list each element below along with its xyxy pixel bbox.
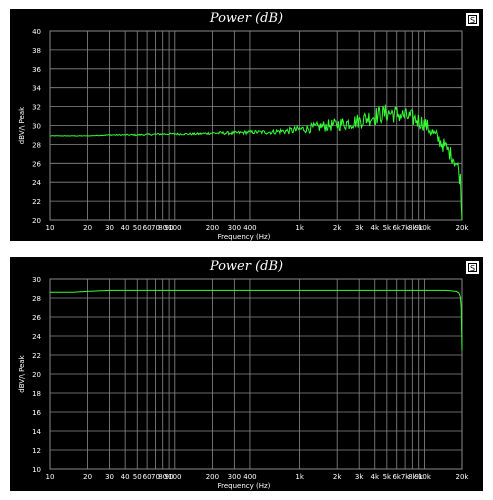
chart-2-y-tick-label: 30 [32, 276, 41, 284]
chart-2-y-tick-label: 18 [32, 390, 41, 398]
chart-1-x-tick-label: 2k [333, 224, 342, 232]
chart-2-x-axis-label: Frequency (Hz) [218, 482, 271, 490]
chart-1-options-icon[interactable]: S [466, 13, 479, 26]
chart-1-y-tick-label: 38 [32, 47, 41, 55]
chart-1-x-tick-label: 6k [392, 224, 401, 232]
chart-2-series-line [50, 289, 463, 351]
chart-1-y-tick-label: 28 [32, 141, 41, 149]
chart-1-x-tick-label: 400 [243, 224, 256, 232]
chart-1-x-tick-label: 7k [401, 224, 410, 232]
chart-2-x-tick-label: 9k [414, 473, 423, 481]
chart-1-y-tick-label: 40 [32, 28, 41, 36]
chart-2-x-tick-label: 10 [46, 473, 55, 481]
chart-1-x-tick-label: 20 [83, 224, 92, 232]
chart-1-x-tick-label: 80 [158, 224, 167, 232]
chart-2-y-tick-label: 16 [32, 409, 41, 417]
chart-1-x-tick-label: 30 [105, 224, 114, 232]
chart-1-x-tick-label: 9k [414, 224, 423, 232]
chart-1-x-tick-label: 3k [355, 224, 364, 232]
chart-1-x-tick-label: 5k [383, 224, 392, 232]
chart-1-y-tick-label: 36 [32, 66, 41, 74]
chart-1-x-tick-label: 60 [143, 224, 152, 232]
chart-2-x-tick-label: 10k [418, 473, 432, 481]
chart-2-x-tick-label: 90 [165, 473, 174, 481]
chart-1-x-tick-label: 10k [418, 224, 432, 232]
chart-2-x-tick-label: 100 [168, 473, 181, 481]
chart-2-x-tick-label: 60 [143, 473, 152, 481]
chart-2-x-tick-label: 70 [151, 473, 160, 481]
chart-1-y-tick-label: 26 [32, 160, 41, 168]
chart-2-y-tick-label: 22 [32, 352, 41, 360]
chart-2-x-tick-label: 2k [333, 473, 342, 481]
chart-1-y-tick-label: 34 [32, 85, 41, 93]
chart-1-title: Power (dB) [209, 11, 284, 26]
chart-2-x-tick-label: 5k [383, 473, 392, 481]
chart-1-series-line [49, 104, 463, 221]
chart-2-x-tick-label: 20 [83, 473, 92, 481]
chart-1-x-tick-label: 20k [456, 224, 470, 232]
chart-1-y-axis-label: dBV/\ Peak [18, 106, 26, 144]
chart-2-x-tick-label: 50 [133, 473, 142, 481]
chart-1-y-tick-label: 24 [32, 179, 41, 187]
chart-2-y-tick-label: 28 [32, 295, 41, 303]
chart-1-x-tick-label: 1k [295, 224, 304, 232]
chart-1-x-tick-label: 4k [371, 224, 380, 232]
chart-2-y-tick-label: 26 [32, 314, 41, 322]
chart-1-x-tick-label: 10 [46, 224, 55, 232]
chart-2-x-tick-label: 7k [401, 473, 410, 481]
chart-2-y-tick-label: 10 [32, 466, 41, 474]
chart-1-y-tick-label: 32 [32, 104, 41, 112]
chart-2-x-tick-label: 4k [371, 473, 380, 481]
chart-2-x-tick-label: 400 [243, 473, 256, 481]
chart-2-x-tick-label: 80 [158, 473, 167, 481]
chart-2-x-tick-label: 300 [228, 473, 241, 481]
chart-1-x-tick-label: 90 [165, 224, 174, 232]
chart-2-x-tick-label: 200 [206, 473, 219, 481]
chart-2-x-tick-label: 8k [408, 473, 417, 481]
chart-2-y-axis-label: dBV/\ Peak [18, 354, 26, 392]
chart-2-title: Power (dB) [209, 259, 284, 274]
chart-1-x-tick-label: 70 [151, 224, 160, 232]
chart-2-x-tick-label: 1k [295, 473, 304, 481]
chart-1-y-tick-label: 22 [32, 198, 41, 206]
chart-1-x-tick-label: 8k [408, 224, 417, 232]
chart-2-y-tick-label: 12 [32, 447, 41, 455]
chart-2-x-tick-label: 30 [105, 473, 114, 481]
chart-1-x-tick-label: 100 [168, 224, 181, 232]
chart-1-y-tick-label: 20 [32, 217, 41, 225]
chart-2-y-tick-label: 24 [32, 333, 41, 341]
chart-1-x-tick-label: 300 [228, 224, 241, 232]
chart-2-x-tick-label: 40 [121, 473, 130, 481]
chart-panel-2: 10 20 30 40 50 60 70 80 90 100 200 300 400 1k 2k 3k 4k 5k… [10, 257, 483, 491]
chart-panel-1: 10 20 30 40 50 60 70 80 90 100 200 300 400 1k 2k 3k 4k 5k… [10, 9, 483, 241]
chart-2-x-tick-label: 6k [392, 473, 401, 481]
chart-2-y-tick-label: 20 [32, 371, 41, 379]
chart-2-x-tick-label: 3k [355, 473, 364, 481]
chart-2-x-tick-label: 20k [456, 473, 470, 481]
chart-2-y-tick-label: 14 [32, 428, 41, 436]
chart-1-x-tick-label: 50 [133, 224, 142, 232]
chart-1-x-tick-label: 200 [206, 224, 219, 232]
chart-1-x-tick-label: 40 [121, 224, 130, 232]
chart-2-options-icon[interactable]: S [466, 261, 479, 274]
chart-1-y-tick-label: 30 [32, 123, 41, 131]
chart-1-x-axis-label: Frequency (Hz) [218, 233, 271, 241]
